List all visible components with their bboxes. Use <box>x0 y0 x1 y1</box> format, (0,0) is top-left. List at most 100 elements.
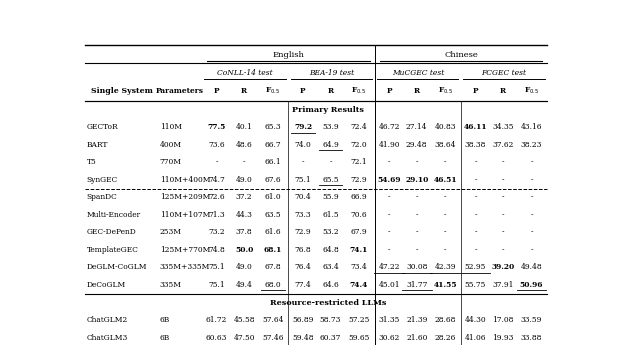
Text: 75.1: 75.1 <box>209 281 225 289</box>
Text: 55.9: 55.9 <box>322 193 339 201</box>
Text: 66.9: 66.9 <box>351 193 367 201</box>
Text: 27.14: 27.14 <box>406 123 428 131</box>
Text: 66.1: 66.1 <box>264 158 281 166</box>
Text: 57.25: 57.25 <box>348 316 370 324</box>
Text: 61.5: 61.5 <box>322 211 339 219</box>
Text: -: - <box>388 246 390 254</box>
Text: -: - <box>502 228 504 236</box>
Text: 53.9: 53.9 <box>322 123 339 131</box>
Text: 49.0: 49.0 <box>236 264 253 272</box>
Text: 68.1: 68.1 <box>264 246 282 254</box>
Text: 79.2: 79.2 <box>294 123 312 131</box>
Text: -: - <box>388 158 390 166</box>
Text: -: - <box>474 158 477 166</box>
Text: 75.1: 75.1 <box>294 176 311 184</box>
Text: 28.26: 28.26 <box>435 334 456 342</box>
Text: -: - <box>444 211 447 219</box>
Text: P: P <box>473 87 478 95</box>
Text: F$_{0.5}$: F$_{0.5}$ <box>265 86 280 97</box>
Text: 37.8: 37.8 <box>236 228 253 236</box>
Text: Resource-restricted LLMs: Resource-restricted LLMs <box>270 298 386 307</box>
Text: 72.9: 72.9 <box>294 228 311 236</box>
Text: 335M: 335M <box>160 281 182 289</box>
Text: GEC-DePenD: GEC-DePenD <box>86 228 136 236</box>
Text: 52.95: 52.95 <box>465 264 486 272</box>
Text: -: - <box>474 246 477 254</box>
Text: 41.55: 41.55 <box>433 281 457 289</box>
Text: -: - <box>415 158 418 166</box>
Text: 64.8: 64.8 <box>322 246 339 254</box>
Text: 28.68: 28.68 <box>435 316 456 324</box>
Text: English: English <box>273 51 304 59</box>
Text: 400M: 400M <box>160 141 182 149</box>
Text: R: R <box>413 87 420 95</box>
Text: Primary Results: Primary Results <box>292 106 364 114</box>
Text: 110M+107M: 110M+107M <box>160 211 210 219</box>
Text: 66.7: 66.7 <box>264 141 281 149</box>
Text: -: - <box>474 176 477 184</box>
Text: -: - <box>502 176 504 184</box>
Text: Chinese: Chinese <box>444 51 478 59</box>
Text: 61.72: 61.72 <box>206 316 227 324</box>
Text: -: - <box>388 211 390 219</box>
Text: 48.6: 48.6 <box>236 141 253 149</box>
Text: 65.3: 65.3 <box>264 123 281 131</box>
Text: 64.9: 64.9 <box>322 141 339 149</box>
Text: 60.37: 60.37 <box>320 334 341 342</box>
Text: 68.0: 68.0 <box>264 281 281 289</box>
Text: 21.60: 21.60 <box>406 334 428 342</box>
Text: -: - <box>502 246 504 254</box>
Text: 53.2: 53.2 <box>322 228 339 236</box>
Text: 74.8: 74.8 <box>208 246 225 254</box>
Text: 55.75: 55.75 <box>465 281 486 289</box>
Text: 57.64: 57.64 <box>262 316 284 324</box>
Text: 30.08: 30.08 <box>406 264 428 272</box>
Text: -: - <box>502 193 504 201</box>
Text: 42.39: 42.39 <box>435 264 456 272</box>
Text: 63.5: 63.5 <box>264 211 281 219</box>
Text: 72.6: 72.6 <box>209 193 225 201</box>
Text: 75.1: 75.1 <box>209 264 225 272</box>
Text: 17.08: 17.08 <box>492 316 514 324</box>
Text: 49.48: 49.48 <box>521 264 543 272</box>
Text: 38.23: 38.23 <box>521 141 542 149</box>
Text: -: - <box>388 193 390 201</box>
Text: P: P <box>387 87 392 95</box>
Text: 50.96: 50.96 <box>520 281 543 289</box>
Text: 37.62: 37.62 <box>492 141 514 149</box>
Text: R: R <box>328 87 333 95</box>
Text: -: - <box>444 246 447 254</box>
Text: 44.30: 44.30 <box>465 316 486 324</box>
Text: 37.91: 37.91 <box>492 281 514 289</box>
Text: 40.83: 40.83 <box>435 123 456 131</box>
Text: 76.4: 76.4 <box>294 264 311 272</box>
Text: -: - <box>531 193 533 201</box>
Text: -: - <box>444 228 447 236</box>
Text: 67.9: 67.9 <box>351 228 367 236</box>
Text: -: - <box>531 211 533 219</box>
Text: 770M: 770M <box>160 158 182 166</box>
Text: 110M+400M: 110M+400M <box>160 176 211 184</box>
Text: -: - <box>388 228 390 236</box>
Text: 49.4: 49.4 <box>236 281 253 289</box>
Text: BEA-19 test: BEA-19 test <box>309 69 354 77</box>
Text: 21.39: 21.39 <box>406 316 428 324</box>
Text: 73.6: 73.6 <box>209 141 225 149</box>
Text: 73.2: 73.2 <box>209 228 225 236</box>
Text: 125M+770M: 125M+770M <box>160 246 210 254</box>
Text: 38.38: 38.38 <box>465 141 486 149</box>
Text: 43.16: 43.16 <box>521 123 542 131</box>
Text: -: - <box>502 211 504 219</box>
Text: T5: T5 <box>86 158 96 166</box>
Text: -: - <box>531 246 533 254</box>
Text: 41.06: 41.06 <box>465 334 486 342</box>
Text: 74.4: 74.4 <box>350 281 368 289</box>
Text: 40.1: 40.1 <box>236 123 253 131</box>
Text: 73.3: 73.3 <box>294 211 311 219</box>
Text: 335M+335M: 335M+335M <box>160 264 210 272</box>
Text: 63.4: 63.4 <box>322 264 339 272</box>
Text: TemplateGEC: TemplateGEC <box>86 246 138 254</box>
Text: MuCGEC test: MuCGEC test <box>392 69 444 77</box>
Text: 56.89: 56.89 <box>292 316 314 324</box>
Text: 31.77: 31.77 <box>406 281 428 289</box>
